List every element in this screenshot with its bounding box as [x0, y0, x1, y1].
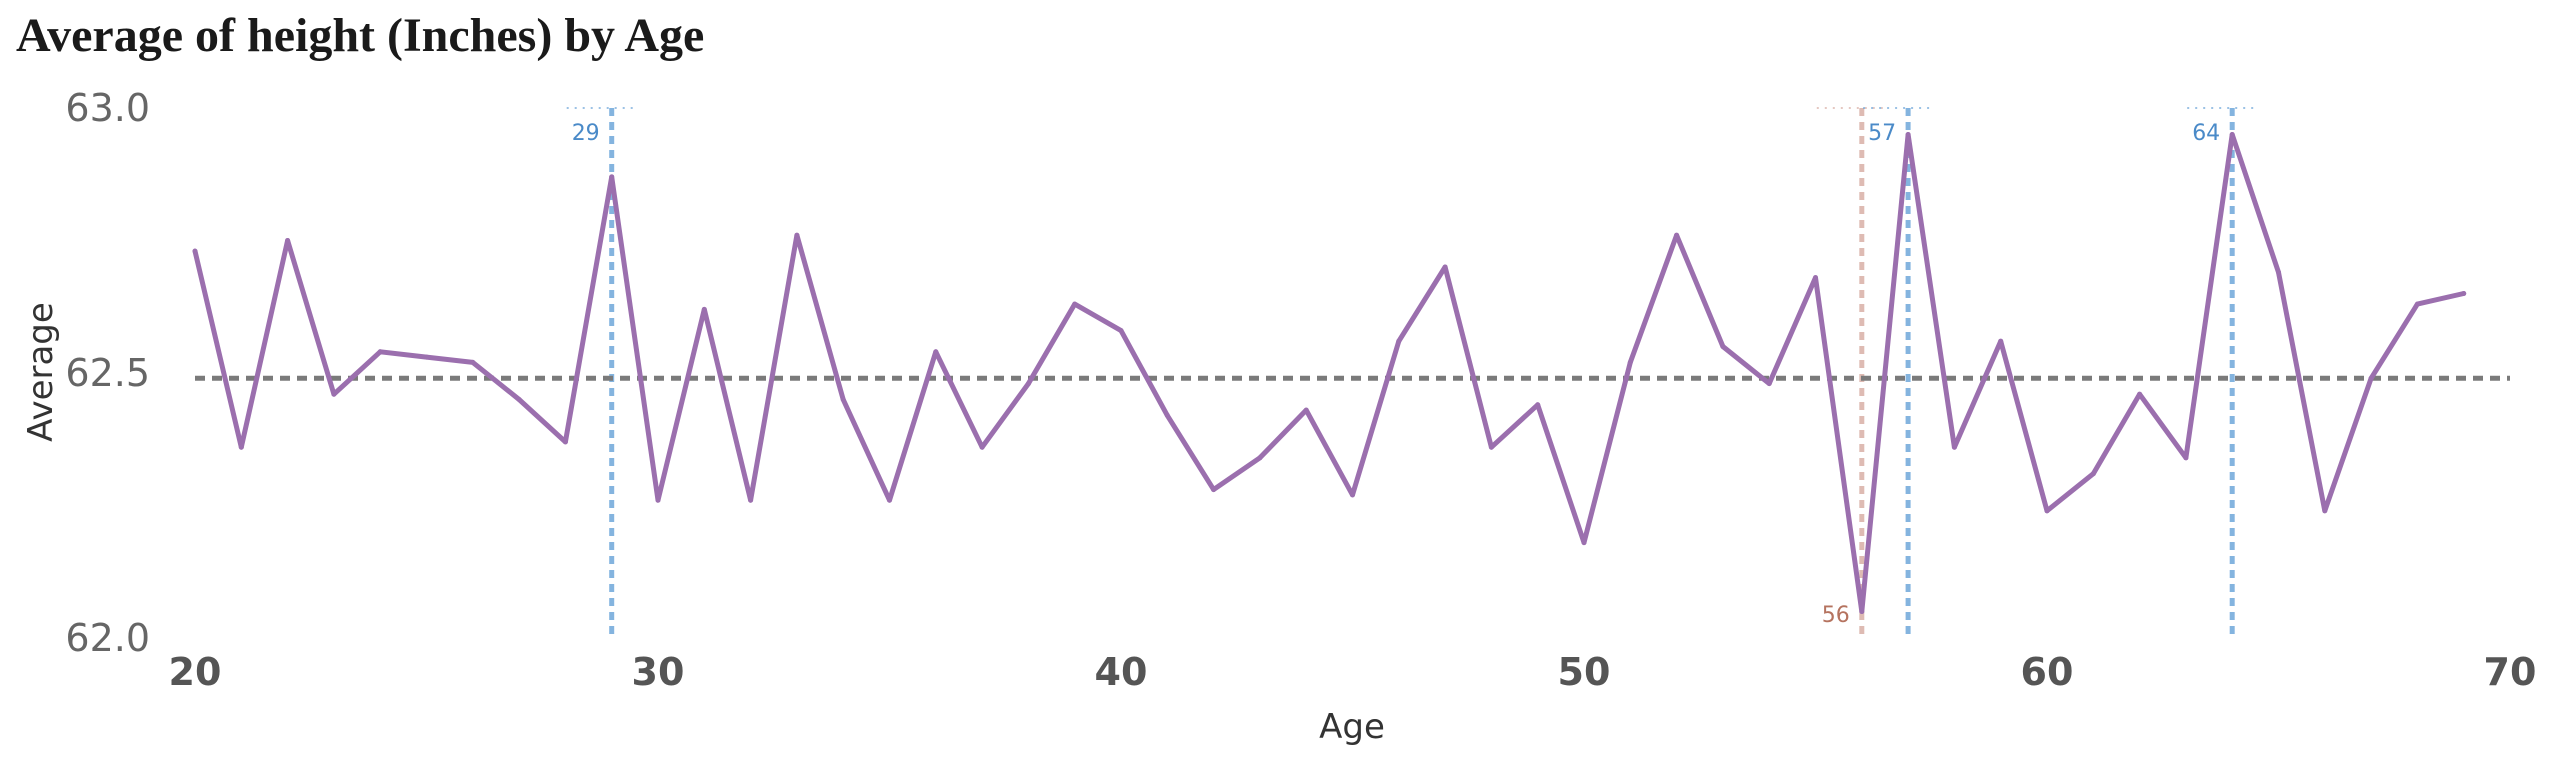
x-tick-label: 50 — [1558, 650, 1611, 694]
data-point — [192, 248, 198, 254]
x-tick-label: 60 — [2021, 650, 2074, 694]
data-point — [470, 359, 476, 365]
data-point — [748, 497, 754, 503]
data-point — [1859, 609, 1865, 614]
data-point — [424, 354, 429, 360]
data-point — [1581, 540, 1587, 546]
data-point — [377, 349, 383, 355]
data-point — [1303, 407, 1309, 413]
data-point — [933, 349, 939, 355]
data-point — [516, 397, 522, 402]
data-point — [2229, 132, 2235, 137]
x-tick-label: 30 — [632, 650, 685, 694]
data-point — [979, 444, 985, 450]
data-point — [1072, 301, 1078, 307]
y-axis-title: Average — [21, 302, 61, 442]
x-tick-label: 70 — [2484, 650, 2537, 694]
y-tick-label: 62.5 — [65, 351, 150, 395]
annotation-label-64: 64 — [2192, 121, 2220, 146]
data-point — [1257, 455, 1263, 461]
data-point — [562, 439, 568, 445]
data-point — [1813, 275, 1818, 281]
data-point — [794, 232, 800, 238]
data-point — [840, 397, 846, 402]
annotation-lines: 29 56 57 64 — [566, 107, 2258, 638]
data-point — [1627, 359, 1633, 365]
data-point — [609, 174, 615, 180]
data-point — [2044, 508, 2050, 514]
y-axis-ticks: 62.0 62.5 63.0 — [65, 86, 150, 660]
y-tick-label: 62.0 — [65, 616, 150, 660]
series-line — [192, 132, 2467, 614]
data-point — [2183, 455, 2189, 461]
x-tick-label: 40 — [1095, 650, 1148, 694]
y-tick-label: 63.0 — [65, 86, 150, 130]
data-point — [2414, 301, 2420, 307]
data-point — [285, 238, 291, 243]
data-point — [1211, 487, 1217, 493]
data-point — [1535, 402, 1541, 408]
data-point — [655, 497, 661, 503]
data-point — [1951, 444, 1957, 450]
data-point — [1118, 328, 1124, 334]
data-point — [1350, 492, 1355, 498]
data-point — [331, 391, 337, 397]
data-point — [2368, 375, 2374, 381]
data-point — [2461, 291, 2467, 296]
data-point — [238, 444, 244, 450]
chart-title: Average of height (Inches) by Age — [16, 9, 705, 62]
annotation-label-29: 29 — [572, 121, 600, 146]
data-point — [1998, 338, 2004, 344]
x-tick-label: 20 — [169, 650, 222, 694]
data-point — [2276, 269, 2281, 275]
data-point — [2137, 391, 2143, 397]
x-axis-title: Age — [1319, 707, 1385, 747]
x-axis-ticks: 20 30 40 50 60 70 — [169, 650, 2537, 694]
data-point — [1488, 444, 1494, 450]
data-point — [1674, 232, 1680, 238]
data-point — [1164, 412, 1170, 418]
data-point — [1905, 132, 1911, 137]
data-point — [887, 497, 892, 503]
data-point — [1720, 344, 1726, 349]
data-point — [1766, 381, 1772, 387]
data-point — [1025, 381, 1031, 387]
data-point — [2090, 471, 2096, 477]
data-point — [1442, 264, 1448, 270]
data-point — [2322, 508, 2328, 514]
annotation-label-56: 56 — [1822, 603, 1850, 628]
annotation-label-57: 57 — [1868, 121, 1896, 146]
series-group — [192, 132, 2467, 614]
data-point — [1396, 338, 1402, 344]
data-point — [701, 306, 707, 312]
